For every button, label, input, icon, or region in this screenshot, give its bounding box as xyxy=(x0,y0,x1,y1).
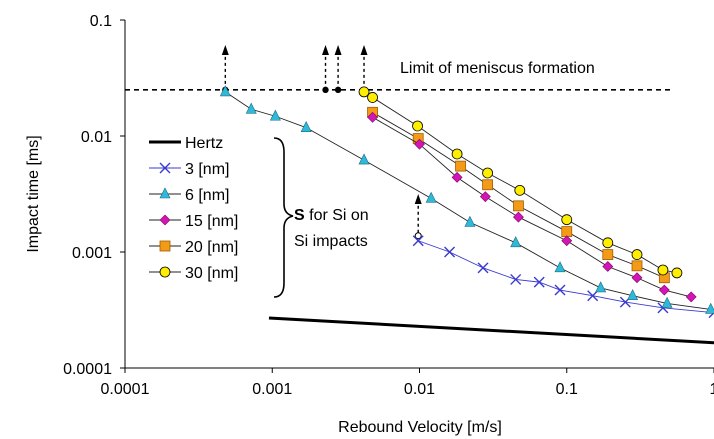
data-point xyxy=(627,289,639,301)
data-point xyxy=(658,284,670,296)
data-point xyxy=(561,235,573,247)
legend: Hertz 3 [nm] 6 [nm] 15 [nm] 20 [nm] 30 [nm] xyxy=(149,135,238,282)
x-tick-label: 1 xyxy=(710,381,714,398)
data-point xyxy=(358,86,370,98)
data-point xyxy=(685,291,697,303)
data-point xyxy=(595,281,607,293)
series-line xyxy=(418,240,714,314)
legend-swatch-marker xyxy=(159,187,171,199)
y-tick-label: 0.01 xyxy=(81,129,112,146)
y-tick-label: 0.1 xyxy=(90,13,112,30)
escape-arrow-origin xyxy=(334,86,342,94)
series-group xyxy=(367,111,697,303)
data-point xyxy=(245,102,257,114)
legend-swatch-marker xyxy=(159,266,171,278)
data-point xyxy=(602,249,614,260)
data-point xyxy=(514,184,526,196)
data-point xyxy=(657,264,669,276)
data-point xyxy=(513,211,524,223)
data-point xyxy=(455,160,466,172)
data-point xyxy=(533,276,545,288)
data-point xyxy=(358,153,370,165)
annotations: Limit of meniscus formation S for Si on … xyxy=(125,45,672,298)
group-label-line2: Si impacts xyxy=(294,233,368,250)
data-point xyxy=(451,148,463,160)
data-point xyxy=(219,85,231,97)
escape-arrow-head xyxy=(334,45,342,55)
data-point xyxy=(587,290,599,302)
group-label-bold-s: S xyxy=(294,207,305,224)
data-point xyxy=(300,120,312,132)
legend-label: 30 [nm] xyxy=(185,265,238,282)
series-line xyxy=(372,116,692,298)
y-tick-label: 0.001 xyxy=(72,245,112,262)
legend-swatch-marker xyxy=(159,162,171,174)
data-point xyxy=(510,273,522,285)
hertz-line xyxy=(268,316,714,345)
legend-label: 6 [nm] xyxy=(185,187,229,204)
group-brace xyxy=(273,137,294,298)
data-point xyxy=(444,246,456,258)
y-axis-title: Impact time [ms] xyxy=(25,135,42,252)
data-point xyxy=(414,138,425,150)
data-point xyxy=(705,302,714,314)
x-tick-label: 0.1 xyxy=(556,381,578,398)
escape-arrow-origin-open xyxy=(414,232,422,240)
data-point xyxy=(561,214,573,226)
data-point xyxy=(671,267,683,279)
group-label-rest: for Si on xyxy=(305,207,369,224)
data-point xyxy=(631,260,643,272)
legend-label: 20 [nm] xyxy=(185,239,238,256)
data-point xyxy=(367,92,378,103)
x-axis-title: Rebound Velocity [m/s] xyxy=(338,419,502,436)
data-point xyxy=(510,236,522,248)
series xyxy=(219,85,714,345)
group-label-line1: S for Si on xyxy=(294,207,369,224)
data-point xyxy=(513,200,524,212)
data-point xyxy=(425,191,437,203)
x-tick-label: 0.01 xyxy=(404,381,435,398)
legend-swatch-marker xyxy=(159,240,171,252)
data-point xyxy=(602,237,614,249)
data-point xyxy=(479,191,491,203)
data-point xyxy=(631,249,643,260)
escape-arrow-head xyxy=(414,194,422,204)
data-point xyxy=(367,111,378,123)
data-point xyxy=(602,261,614,272)
tick-labels: 0.0001 0.001 0.01 0.1 1 0.0001 0.001 0.01 0.1 xyxy=(63,13,714,398)
data-point xyxy=(661,296,673,308)
legend-swatch-marker xyxy=(159,214,171,226)
legend-label: 3 [nm] xyxy=(185,161,229,178)
data-point xyxy=(412,235,424,247)
x-tick-label: 0.001 xyxy=(252,381,292,398)
meniscus-limit-label: Limit of meniscus formation xyxy=(400,60,595,77)
escape-arrow-head xyxy=(360,45,368,55)
legend-label: Hertz xyxy=(185,135,223,152)
data-point xyxy=(554,284,566,296)
series-group xyxy=(219,85,714,314)
data-point xyxy=(561,226,573,237)
series-group xyxy=(268,316,714,345)
data-point xyxy=(482,179,493,191)
data-point xyxy=(554,261,566,273)
data-point xyxy=(482,167,493,179)
data-point xyxy=(631,272,643,284)
data-point xyxy=(477,262,489,274)
series-group xyxy=(358,86,683,279)
escape-arrow-head xyxy=(221,45,229,55)
data-point xyxy=(464,215,476,227)
escape-arrow-head xyxy=(322,45,330,55)
data-point xyxy=(451,171,463,183)
data-point xyxy=(412,120,423,132)
series-group xyxy=(412,235,714,319)
legend-label: 15 [nm] xyxy=(185,213,238,230)
series-group xyxy=(367,106,670,284)
y-tick-label: 0.0001 xyxy=(63,361,112,378)
escape-arrow-origin xyxy=(322,86,329,94)
data-point xyxy=(269,109,281,121)
x-tick-label: 0.0001 xyxy=(101,381,150,398)
